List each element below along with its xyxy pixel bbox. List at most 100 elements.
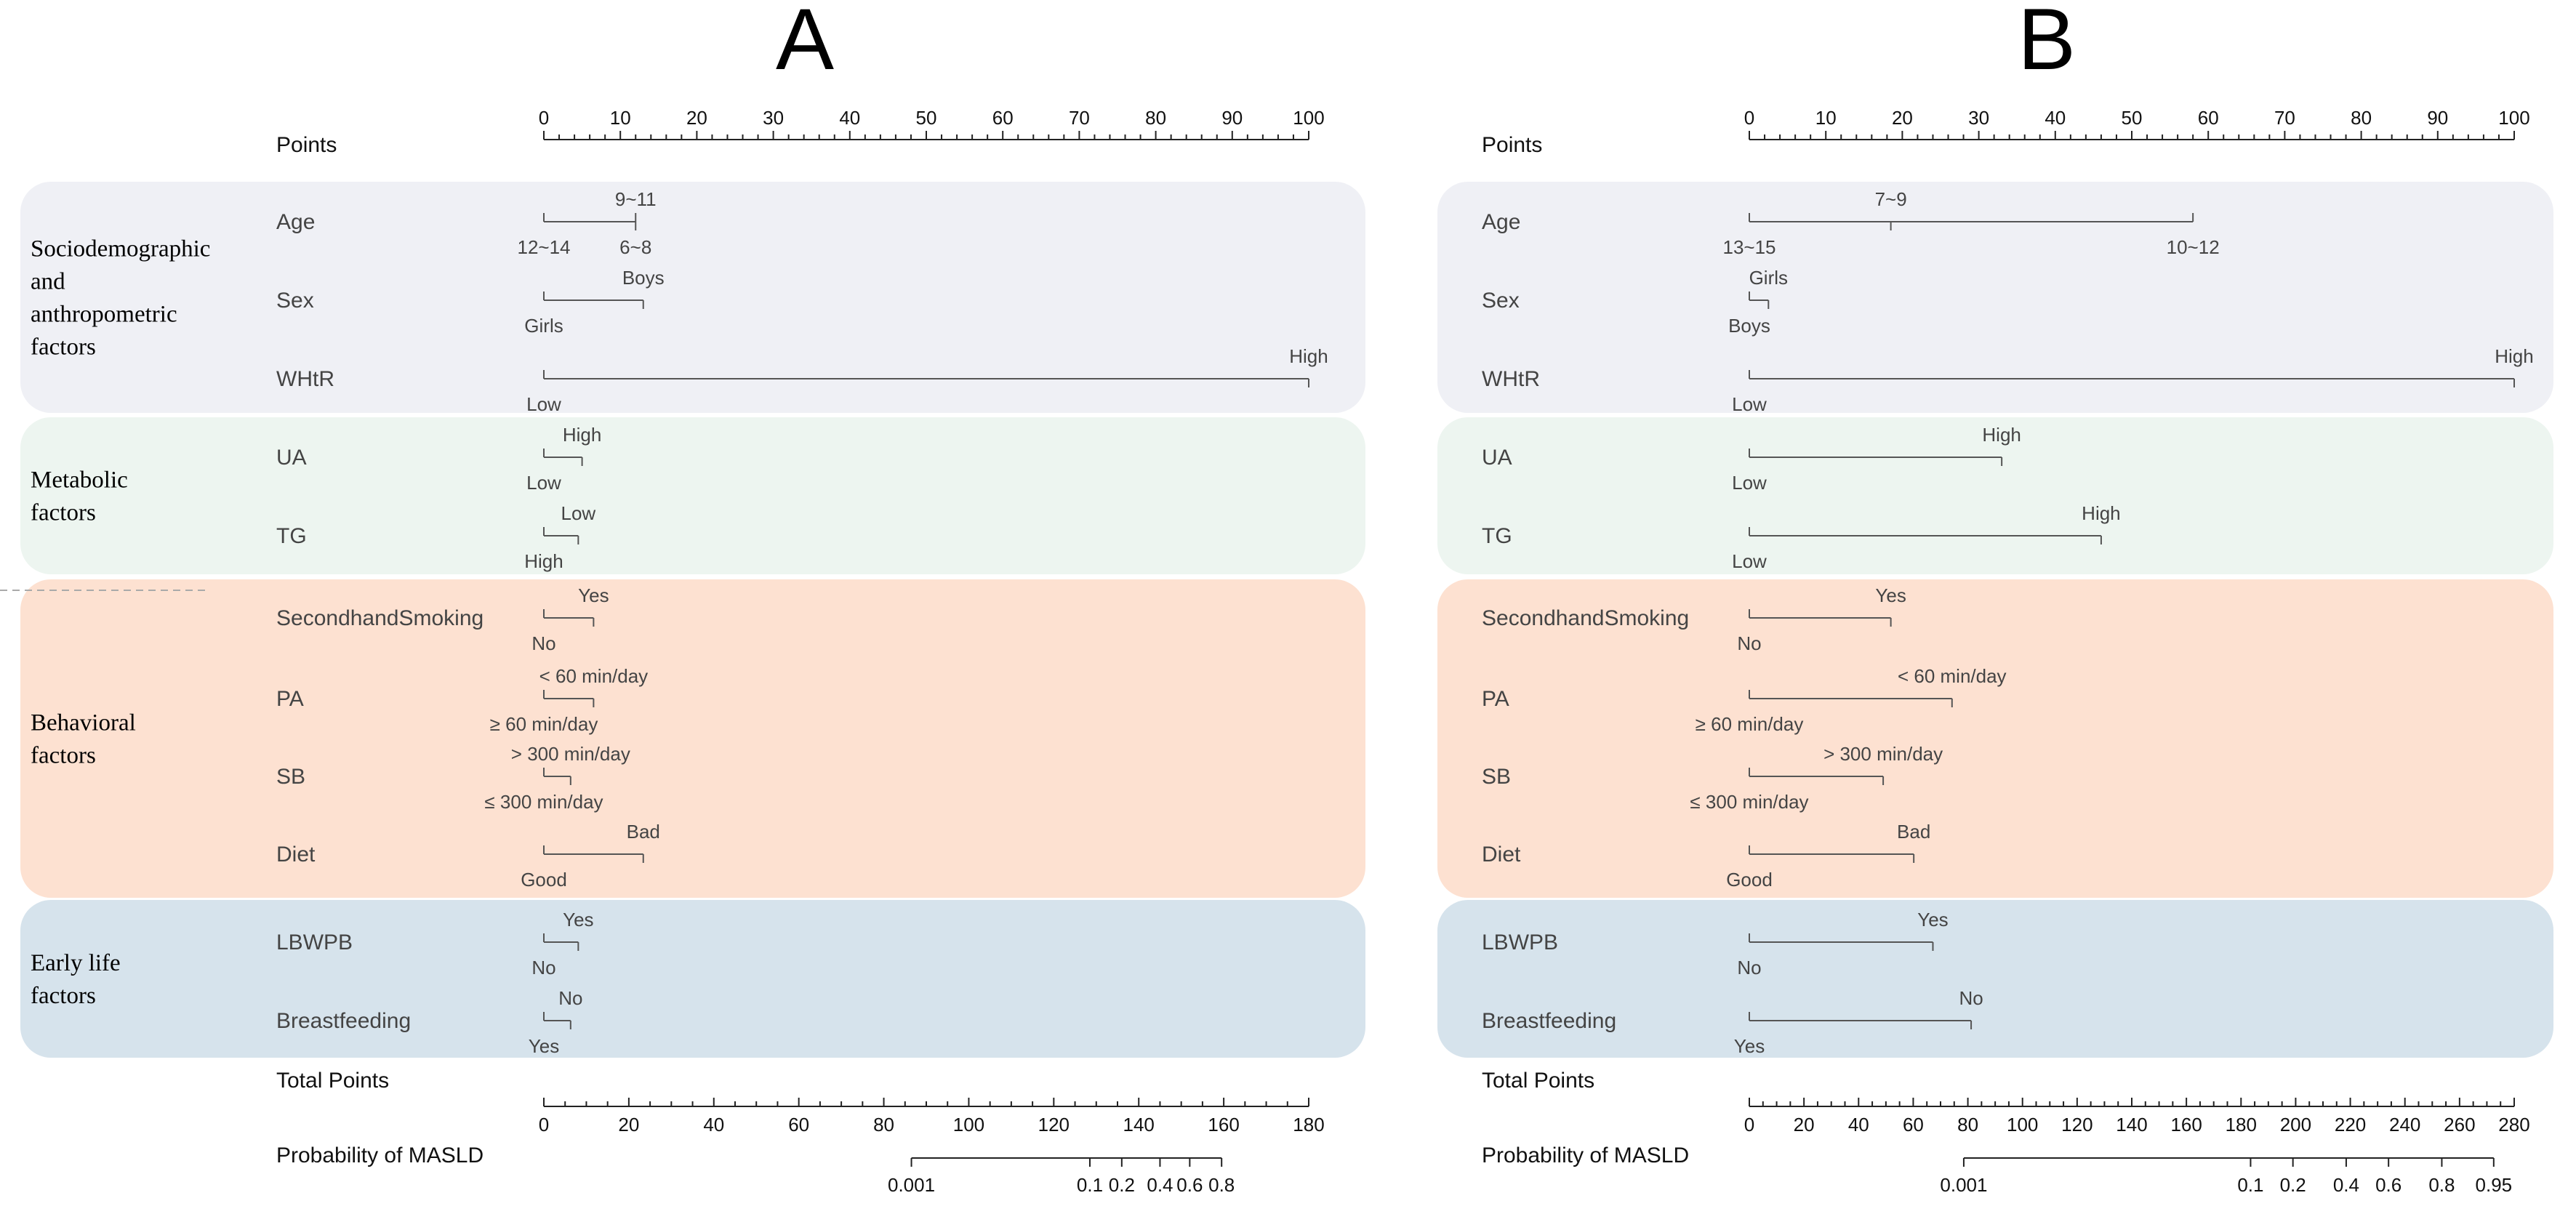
- level-label: 9~11: [615, 188, 657, 210]
- level-label: Low: [526, 472, 561, 494]
- probability-tick-label: 0.001: [888, 1174, 935, 1196]
- group-background: [1437, 182, 2553, 413]
- total-points-tick-label: 280: [2498, 1114, 2529, 1135]
- points-tick-label: 80: [1145, 107, 1166, 129]
- group-background: [20, 417, 1365, 574]
- variable-label: SecondhandSmoking: [276, 606, 483, 630]
- level-label: No: [1737, 632, 1761, 654]
- level-label: High: [563, 424, 601, 446]
- total-points-tick-label: 60: [788, 1114, 809, 1135]
- probability-tick-label: 0.8: [1208, 1174, 1235, 1196]
- points-tick-label: 10: [610, 107, 631, 129]
- group-label: Early life factors: [31, 950, 121, 1009]
- points-tick-label: 80: [2351, 107, 2372, 129]
- points-tick-label: 40: [2045, 107, 2066, 129]
- nomogram-panel-b: B Points 0 10 20 30 40 50 60 70 80 90 100 Age 13~15 7~9…: [1437, 0, 2553, 1196]
- level-label: Low: [1732, 472, 1767, 494]
- total-points-tick-label: 220: [2335, 1114, 2366, 1135]
- level-label: High: [524, 550, 563, 572]
- total-points-label: Total Points: [276, 1069, 389, 1093]
- points-tick-label: 10: [1815, 107, 1837, 129]
- probability-tick-label: 0.4: [2333, 1174, 2359, 1196]
- group-background: [20, 182, 1365, 413]
- total-points-tick-label: 20: [618, 1114, 639, 1135]
- variable-label: SB: [1482, 765, 1511, 789]
- total-points-tick-label: 80: [873, 1114, 894, 1135]
- points-tick-label: 0: [1744, 107, 1754, 129]
- probability-label: Probability of MASLD: [276, 1143, 483, 1167]
- level-label: Bad: [627, 821, 660, 843]
- variable-label: LBWPB: [276, 930, 353, 954]
- group-label: Metabolic factors: [31, 467, 128, 526]
- points-axis-label: Points: [276, 133, 337, 157]
- variable-label: Age: [1482, 210, 1520, 234]
- total-points-tick-label: 40: [703, 1114, 724, 1135]
- level-label: Bad: [1897, 821, 1930, 843]
- points-tick-label: 90: [1221, 107, 1243, 129]
- probability-tick-label: 0.1: [1077, 1174, 1103, 1196]
- variable-label: Diet: [276, 843, 316, 867]
- variable-label: SecondhandSmoking: [1482, 606, 1689, 630]
- probability-tick-label: 0.95: [2476, 1174, 2513, 1196]
- probability-tick-label: 0.6: [1176, 1174, 1203, 1196]
- level-label: No: [1959, 987, 1983, 1009]
- variable-label: Breastfeeding: [276, 1009, 411, 1033]
- total-points-tick-label: 60: [1903, 1114, 1924, 1135]
- level-label: ≥ 60 min/day: [1696, 713, 1804, 735]
- variable-label: LBWPB: [1482, 930, 1558, 954]
- variable-label: SB: [276, 765, 305, 789]
- variable-label: UA: [276, 446, 307, 470]
- level-label: 6~8: [619, 236, 651, 258]
- variable-label: TG: [276, 524, 307, 548]
- total-points-tick-label: 20: [1794, 1114, 1815, 1135]
- probability-label: Probability of MASLD: [1482, 1143, 1689, 1167]
- points-tick-label: 60: [2198, 107, 2219, 129]
- group-background: [1437, 417, 2553, 574]
- total-points-tick-label: 200: [2280, 1114, 2311, 1135]
- total-points-tick-label: 40: [1848, 1114, 1869, 1135]
- points-tick-label: 100: [2498, 107, 2529, 129]
- variable-label: WHtR: [1482, 367, 1540, 391]
- level-label: No: [531, 632, 555, 654]
- total-points-tick-label: 80: [1957, 1114, 1978, 1135]
- variable-label: TG: [1482, 524, 1512, 548]
- total-points-tick-label: 180: [1293, 1114, 1324, 1135]
- level-label: ≥ 60 min/day: [490, 713, 598, 735]
- variable-label: UA: [1482, 446, 1512, 470]
- level-label: Yes: [1875, 584, 1906, 606]
- probability-tick-label: 0.2: [2280, 1174, 2306, 1196]
- level-label: < 60 min/day: [1898, 665, 2007, 687]
- level-label: Girls: [524, 315, 563, 337]
- level-label: Yes: [1734, 1035, 1765, 1057]
- probability-tick-label: 0.6: [2375, 1174, 2402, 1196]
- variable-label: Age: [276, 210, 315, 234]
- level-label: Yes: [1917, 909, 1948, 930]
- group-label: Sociodemographic and anthropometric factors: [31, 236, 210, 361]
- level-label: Low: [1732, 550, 1767, 572]
- group-label: Behavioral factors: [31, 710, 136, 769]
- points-tick-label: 0: [539, 107, 549, 129]
- level-label: Yes: [529, 1035, 559, 1057]
- level-label: ≤ 300 min/day: [484, 791, 603, 813]
- points-tick-label: 20: [1892, 107, 1913, 129]
- level-label: 10~12: [2167, 236, 2220, 258]
- points-tick-label: 90: [2427, 107, 2448, 129]
- level-label: No: [1737, 957, 1761, 978]
- total-points-tick-label: 100: [2007, 1114, 2038, 1135]
- total-points-tick-label: 0: [1744, 1114, 1754, 1135]
- level-label: > 300 min/day: [511, 743, 630, 765]
- probability-tick-label: 0.1: [2237, 1174, 2263, 1196]
- total-points-tick-label: 120: [1038, 1114, 1070, 1135]
- points-tick-label: 100: [1293, 107, 1324, 129]
- level-label: High: [1289, 345, 1328, 367]
- probability-tick-label: 0.8: [2428, 1174, 2455, 1196]
- total-points-label: Total Points: [1482, 1069, 1594, 1093]
- variable-label: WHtR: [276, 367, 334, 391]
- level-label: < 60 min/day: [539, 665, 649, 687]
- level-label: ≤ 300 min/day: [1690, 791, 1808, 813]
- level-label: Good: [1726, 869, 1773, 891]
- level-label: > 300 min/day: [1823, 743, 1943, 765]
- variable-label: Breastfeeding: [1482, 1009, 1616, 1033]
- group-background: [20, 579, 1365, 898]
